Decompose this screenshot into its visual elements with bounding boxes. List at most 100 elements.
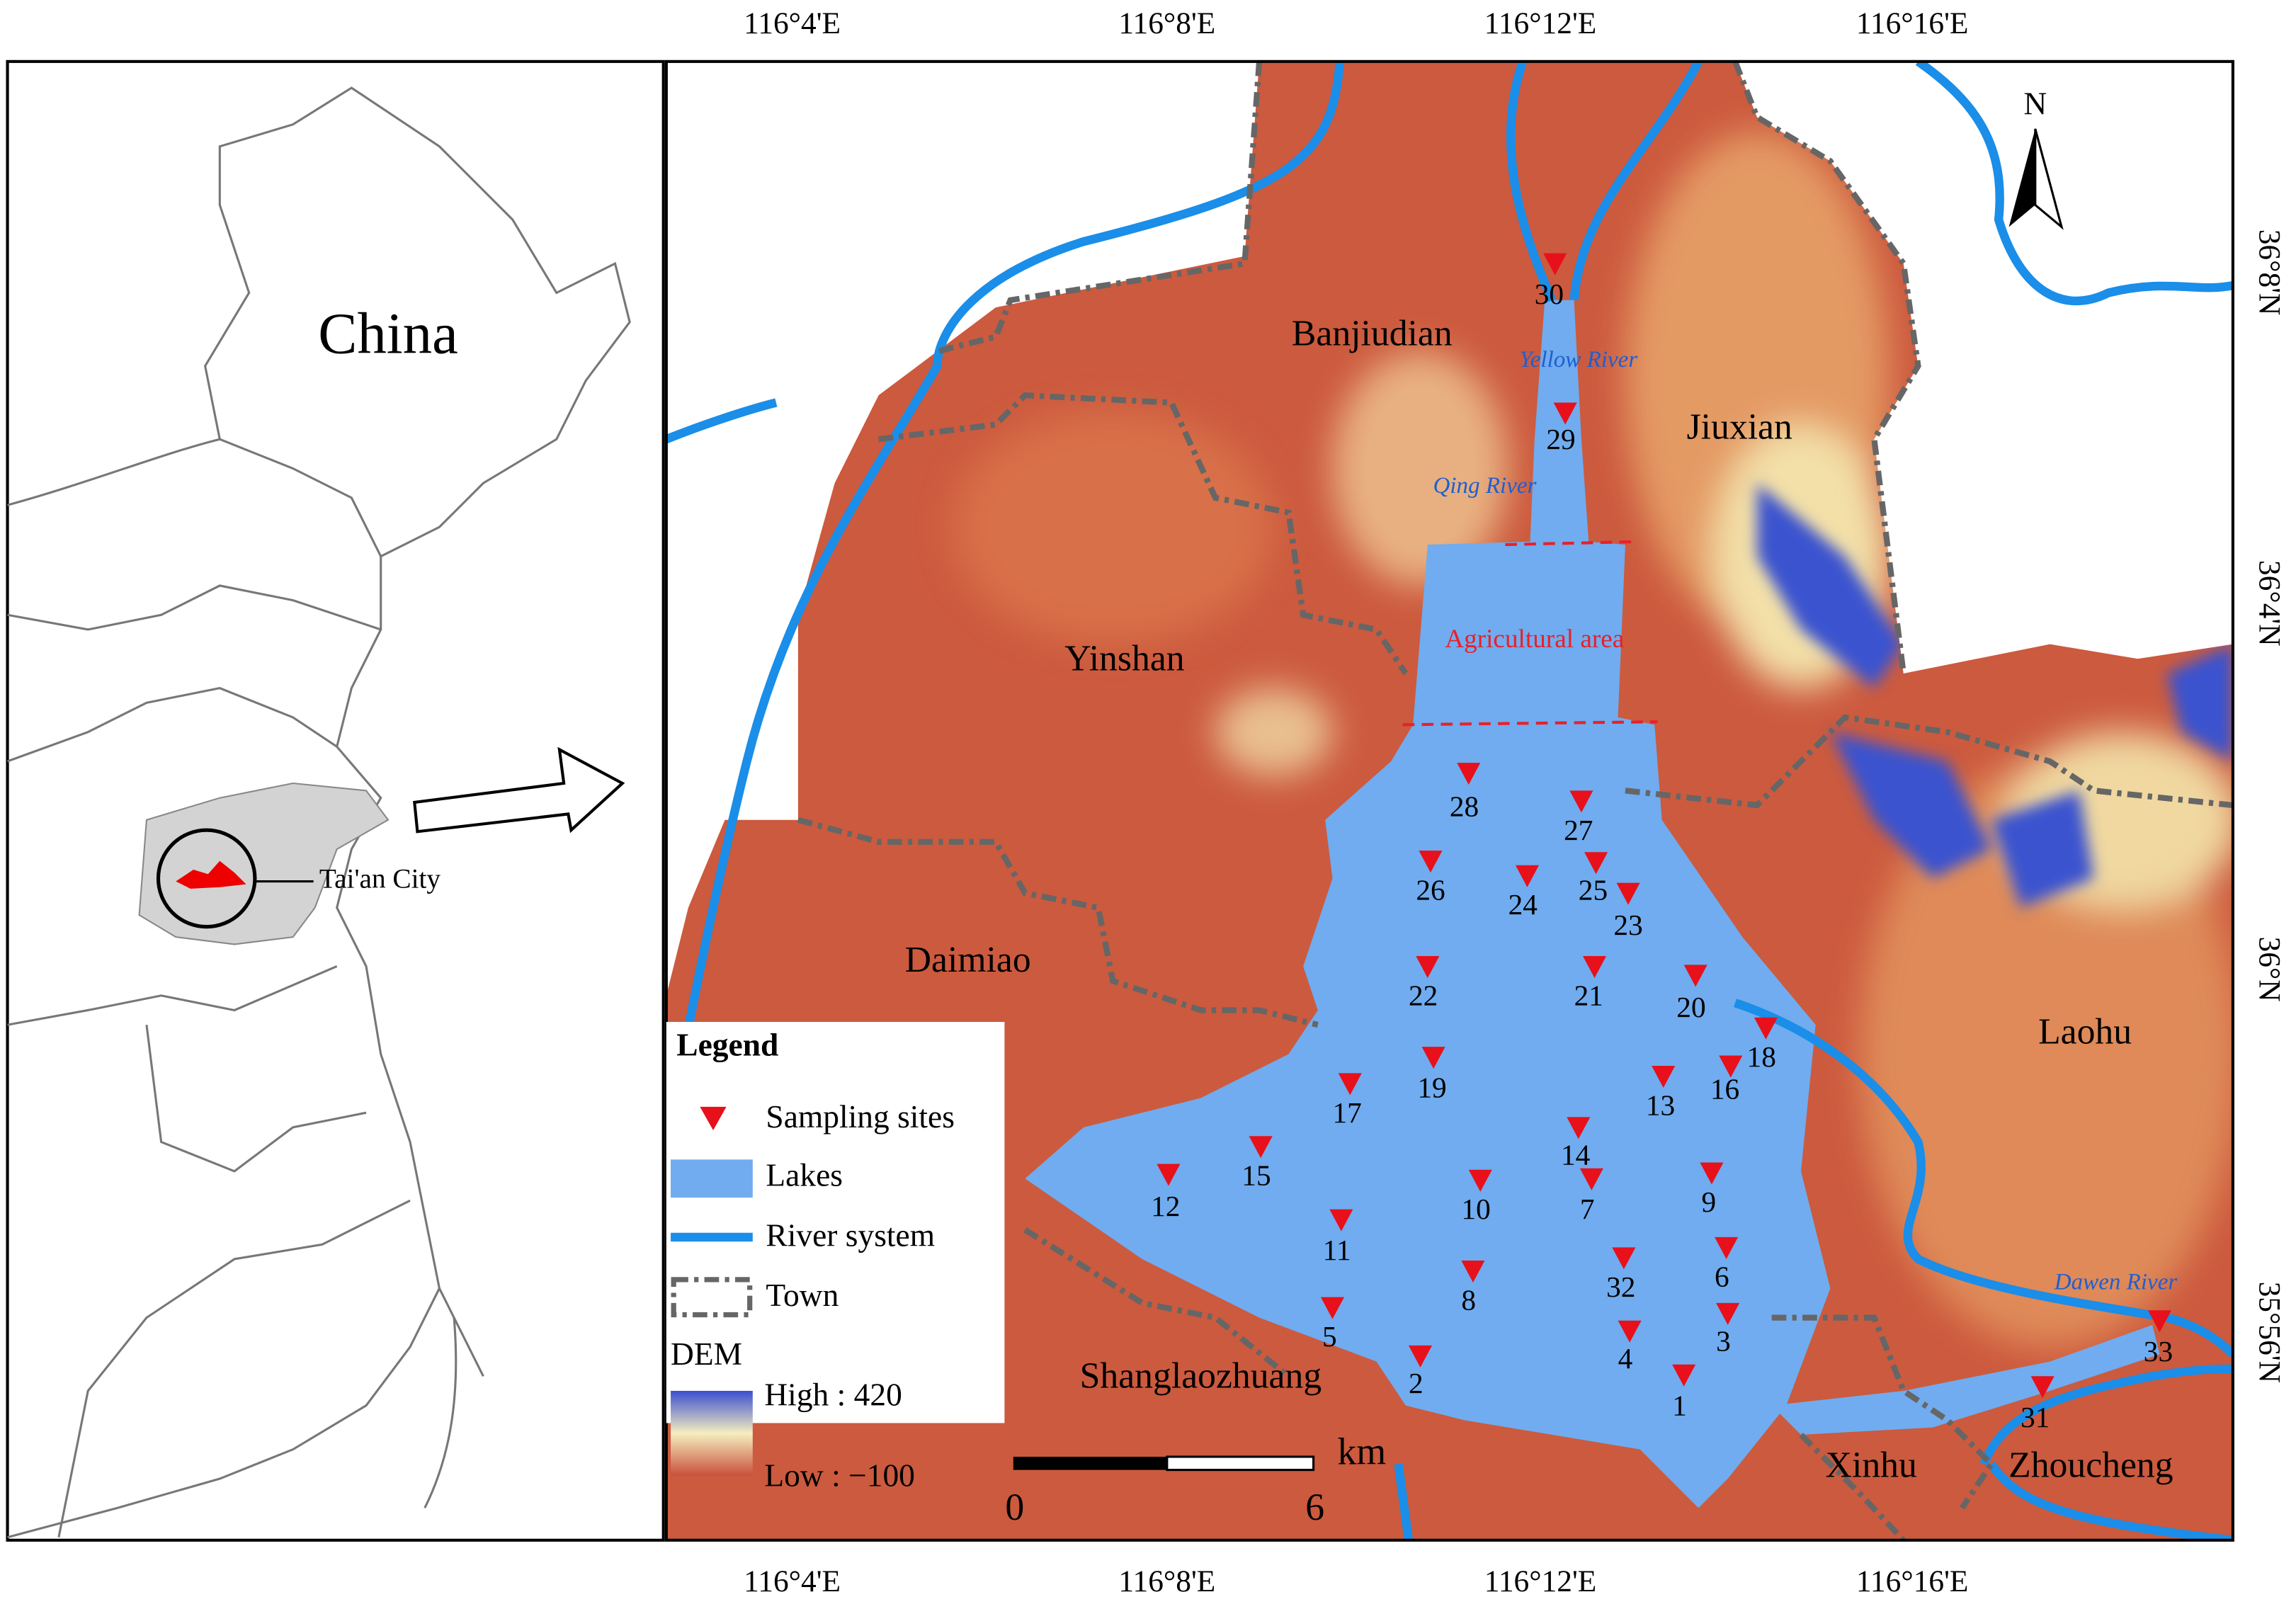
site-marker [1567,1117,1591,1139]
site-marker [1329,1209,1353,1232]
site-label: 25 [1579,874,1608,906]
site-marker [2030,1376,2055,1399]
no-data-area [1735,61,2233,673]
site-marker [1683,965,1707,987]
legend-dem-title: DEM [671,1336,742,1372]
site-marker [1457,763,1481,785]
site-label: 16 [1710,1073,1739,1105]
site-marker [1320,1297,1345,1319]
site-label: 7 [1580,1193,1595,1225]
north-label: N [2023,85,2047,121]
scale-start: 0 [1005,1486,1024,1528]
site-label: 19 [1417,1071,1446,1104]
site-marker [1719,1055,1743,1078]
pointer-arrow [413,746,625,834]
town-label: Banjiudian [1292,313,1453,353]
site-marker [1249,1136,1273,1159]
site-label: 2 [1409,1367,1423,1399]
legend-town-symbol [671,1277,753,1318]
site-label: 10 [1461,1193,1490,1225]
legend-dem-high: High : 420 [764,1377,902,1413]
site-marker [1616,882,1640,905]
town-label: Xinhu [1826,1445,1917,1485]
area-boundaries [1402,540,1658,727]
site-label: 14 [1561,1139,1591,1171]
site-label: 17 [1332,1096,1361,1129]
site-marker [1416,955,1440,978]
town-borders [797,61,2233,1540]
legend-dem-low: Low : −100 [764,1457,915,1493]
lake [1771,1324,2160,1435]
site-marker [1618,1320,1642,1343]
site-marker [1700,1162,1724,1185]
legend-box [666,1021,1005,1423]
site-marker [1156,1164,1181,1186]
dem-peaks [1757,483,2233,908]
locator-circle [156,828,257,929]
site-label: 26 [1416,874,1445,906]
river-label: Dawen River [2054,1270,2178,1295]
site-marker [1672,1364,1696,1387]
site-label: 24 [1508,888,1538,921]
river-label: Qing River [1433,473,1536,499]
site-label: 20 [1676,991,1705,1023]
town-label: Jiuxian [1687,407,1792,448]
china-outline [7,86,631,1539]
site-label: 15 [1241,1159,1271,1192]
town-label: Daimiao [905,940,1031,980]
site-marker [1543,253,1567,275]
country-label: China [318,301,458,366]
site-label: 21 [1574,979,1603,1011]
site-label: 22 [1409,979,1438,1011]
legend-label: Sampling sites [766,1098,955,1135]
site-marker [1421,1047,1445,1069]
legend-dem-ramp [671,1390,753,1476]
site-marker [1569,790,1593,813]
latitude-label: 35°56'N [2252,1282,2286,1383]
longitude-label: 116°12'E [1484,6,1597,40]
site-marker [1754,1017,1778,1040]
town-label: Laohu [2038,1011,2132,1052]
site-label: 29 [1546,423,1575,455]
no-data-area [666,61,1260,996]
site-marker [1715,1236,1739,1259]
site-label: 30 [1535,278,1564,310]
longitude-label: 116°12'E [1484,1564,1597,1598]
river-label: Yellow River [1519,347,1637,373]
site-label: 1 [1672,1389,1687,1421]
legend-label: River system [766,1217,935,1253]
site-label: 11 [1323,1234,1351,1266]
legend-site-symbol [700,1106,727,1130]
latitude-label: 36°N [2252,937,2286,1002]
town-label: Yinshan [1064,638,1185,678]
site-marker [1579,1168,1603,1190]
site-label: 5 [1322,1320,1337,1353]
legend-lake-symbol [671,1159,753,1198]
site-marker [1553,402,1577,425]
scale-end: 6 [1305,1486,1324,1528]
town-label: Shanglaozhuang [1080,1355,1322,1396]
site-label: 13 [1646,1088,1675,1121]
legend-label: Town [766,1277,839,1313]
map-frame [664,59,2234,1542]
longitude-label: 116°16'E [1856,6,1969,40]
site-label: 8 [1461,1283,1476,1316]
scale-unit: km [1337,1430,1386,1472]
scale-bar-black [1013,1456,1167,1470]
legend-label: Lakes [766,1157,843,1193]
longitude-label: 116°8'E [1118,6,1215,40]
site-label: 23 [1613,909,1642,941]
site-marker [1461,1260,1485,1283]
site-marker [1468,1169,1492,1192]
site-label: 28 [1450,790,1479,823]
site-marker [2147,1310,2172,1333]
site-label: 33 [2144,1335,2173,1368]
longitude-label: 116°8'E [1118,1564,1215,1598]
site-marker [1612,1247,1636,1270]
site-label: 12 [1151,1190,1180,1222]
site-marker [1652,1066,1676,1088]
taian-area [176,860,246,889]
site-marker [1582,955,1607,978]
site-label: 6 [1715,1260,1729,1292]
